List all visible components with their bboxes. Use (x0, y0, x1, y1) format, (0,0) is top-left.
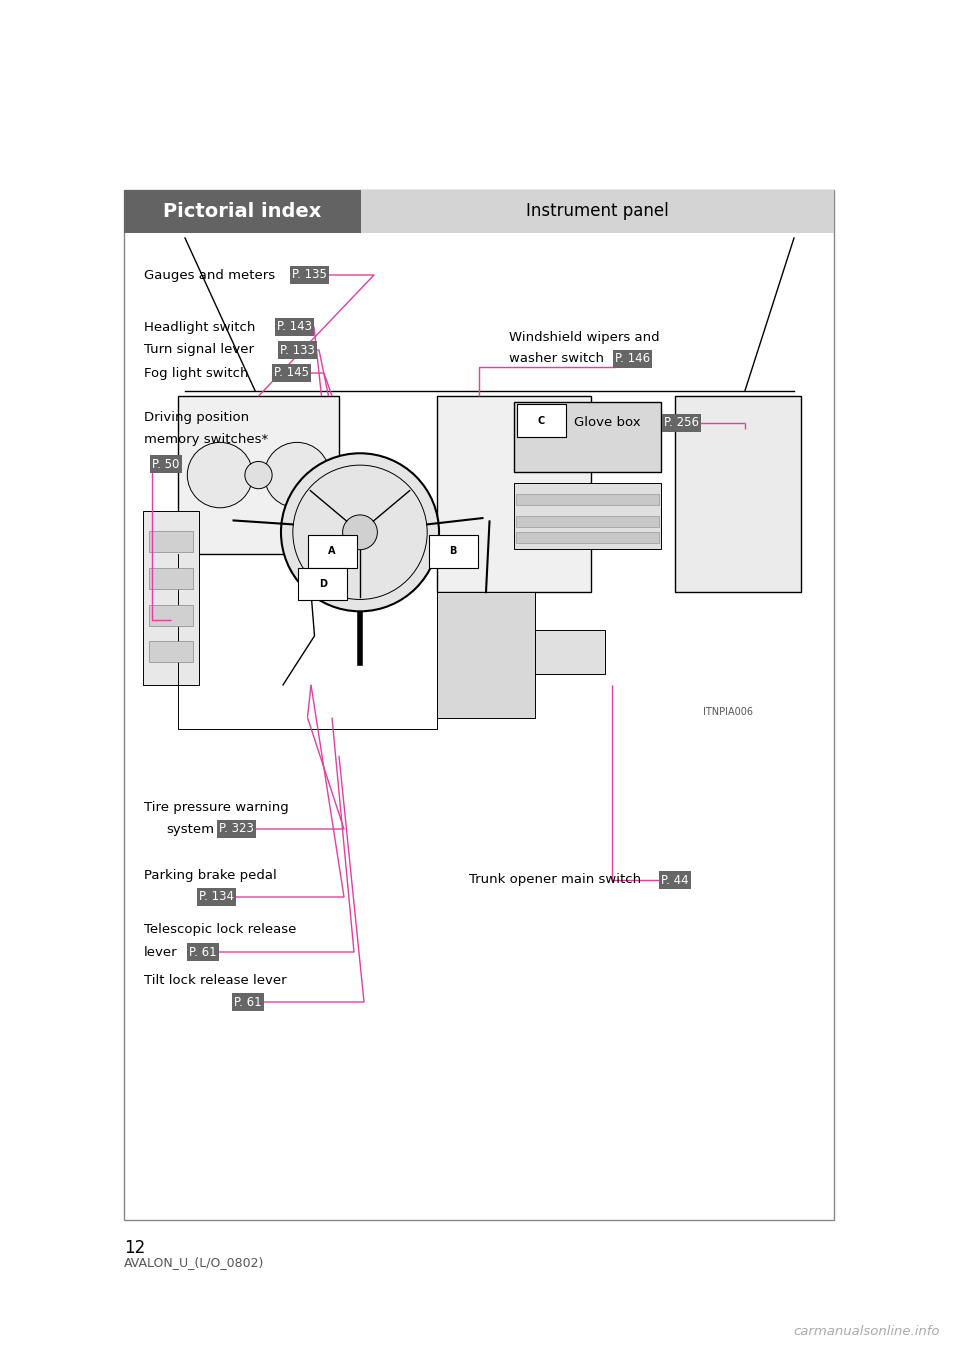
Bar (299, 568, 348, 600)
Text: AVALON_U_(L/O_0802): AVALON_U_(L/O_0802) (124, 1256, 264, 1270)
Bar (516, 516, 659, 527)
Bar (124, 190, 361, 234)
Text: system: system (166, 823, 214, 835)
Text: Windshield wipers and: Windshield wipers and (509, 330, 660, 344)
Text: Parking brake pedal: Parking brake pedal (144, 869, 276, 881)
Text: Pictorial index: Pictorial index (163, 202, 322, 221)
Text: P. 256: P. 256 (664, 417, 699, 429)
Text: P. 133: P. 133 (280, 344, 315, 357)
Bar (535, 630, 605, 674)
Bar (437, 592, 535, 717)
Bar (149, 641, 193, 663)
Text: carmanualsonline.info: carmanualsonline.info (794, 1325, 940, 1338)
Text: lever: lever (144, 945, 178, 959)
Text: B: B (449, 546, 457, 557)
Text: 12: 12 (124, 1238, 145, 1258)
Bar (307, 535, 356, 568)
Text: Instrument panel: Instrument panel (526, 202, 669, 220)
Bar (124, 190, 834, 1219)
Text: C: C (538, 416, 545, 425)
Text: Telescopic lock release: Telescopic lock release (144, 923, 297, 937)
Circle shape (343, 515, 377, 550)
Text: Gauges and meters: Gauges and meters (144, 269, 276, 281)
Text: Fog light switch: Fog light switch (144, 367, 249, 379)
Bar (143, 511, 199, 684)
Bar (149, 604, 193, 626)
Text: memory switches*: memory switches* (144, 433, 268, 447)
Text: P. 61: P. 61 (189, 945, 217, 959)
Circle shape (264, 443, 329, 508)
Text: Driving position: Driving position (144, 411, 250, 425)
Bar (516, 405, 565, 437)
Bar (516, 532, 659, 543)
Bar (149, 568, 193, 589)
Bar (516, 494, 659, 505)
Text: P. 134: P. 134 (199, 891, 234, 903)
Text: Headlight switch: Headlight switch (144, 320, 255, 334)
Bar (675, 397, 801, 592)
Bar (514, 483, 661, 549)
Bar (178, 397, 339, 554)
Text: P. 50: P. 50 (152, 458, 180, 470)
Bar (149, 531, 193, 553)
Text: P. 146: P. 146 (615, 353, 650, 365)
Bar (361, 190, 834, 234)
Bar (428, 535, 477, 568)
Bar (129, 238, 829, 784)
Text: P. 323: P. 323 (219, 823, 253, 835)
Text: P. 44: P. 44 (661, 873, 688, 887)
Circle shape (281, 454, 439, 611)
Text: Tilt lock release lever: Tilt lock release lever (144, 974, 287, 986)
Bar (437, 397, 591, 592)
Text: A: A (328, 546, 336, 557)
Text: P. 145: P. 145 (274, 367, 309, 379)
Text: P. 135: P. 135 (292, 269, 326, 281)
Circle shape (245, 462, 272, 489)
Text: P. 61: P. 61 (234, 995, 262, 1009)
Text: Tire pressure warning: Tire pressure warning (144, 800, 289, 813)
Text: P. 143: P. 143 (277, 320, 312, 334)
Text: D: D (319, 579, 327, 589)
Text: Turn signal lever: Turn signal lever (144, 344, 254, 357)
Text: ITNPIA006: ITNPIA006 (703, 708, 753, 717)
Circle shape (187, 443, 252, 508)
Bar (514, 402, 661, 473)
Text: washer switch: washer switch (509, 353, 604, 365)
Text: Trunk opener main switch: Trunk opener main switch (469, 873, 641, 887)
Text: Glove box: Glove box (574, 417, 640, 429)
